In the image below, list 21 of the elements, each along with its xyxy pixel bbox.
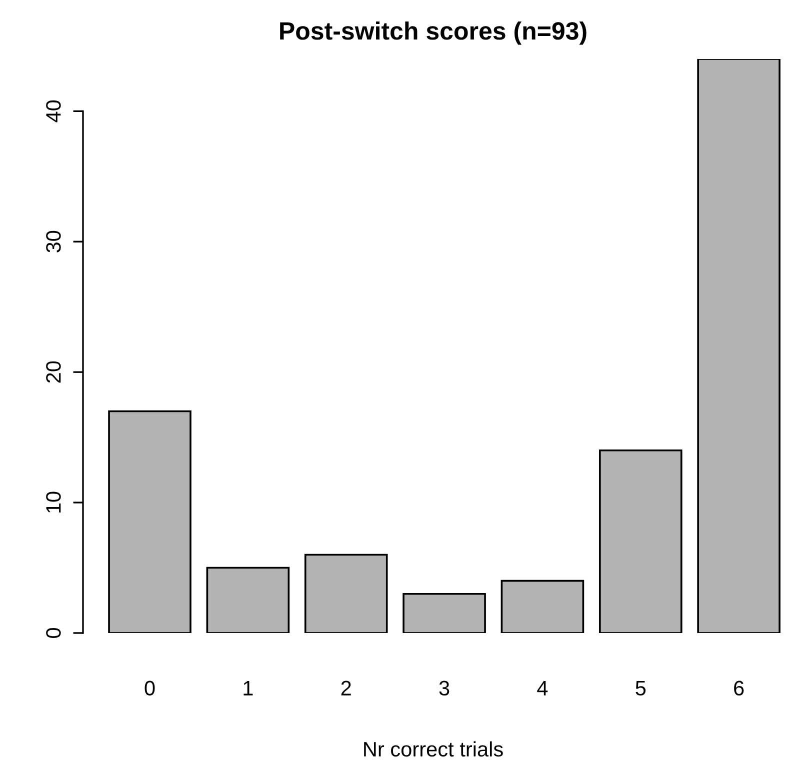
- x-tick-label: 1: [244, 680, 253, 696]
- y-tick-label: 40: [46, 100, 61, 122]
- bar: [500, 580, 584, 633]
- y-tick-label: 30: [46, 230, 61, 252]
- y-tick-label: 0: [46, 628, 61, 638]
- bar: [304, 554, 388, 633]
- x-tick-label: 3: [439, 680, 450, 696]
- x-tick-label: 6: [734, 680, 744, 696]
- chart-title: Post-switch scores (n=93): [280, 21, 586, 45]
- x-tick-label: 5: [636, 680, 646, 696]
- y-tick-label: 20: [46, 361, 61, 383]
- bar: [598, 449, 682, 633]
- x-tick-label: 2: [341, 680, 351, 696]
- y-tick-label: 10: [46, 492, 61, 513]
- bar: [206, 566, 290, 633]
- x-tick-label: 4: [537, 680, 548, 696]
- bar: [108, 410, 192, 633]
- bar: [402, 592, 486, 633]
- x-axis-title: Nr correct trials: [364, 741, 503, 757]
- x-tick-label: 0: [144, 680, 155, 696]
- bar: [697, 59, 780, 633]
